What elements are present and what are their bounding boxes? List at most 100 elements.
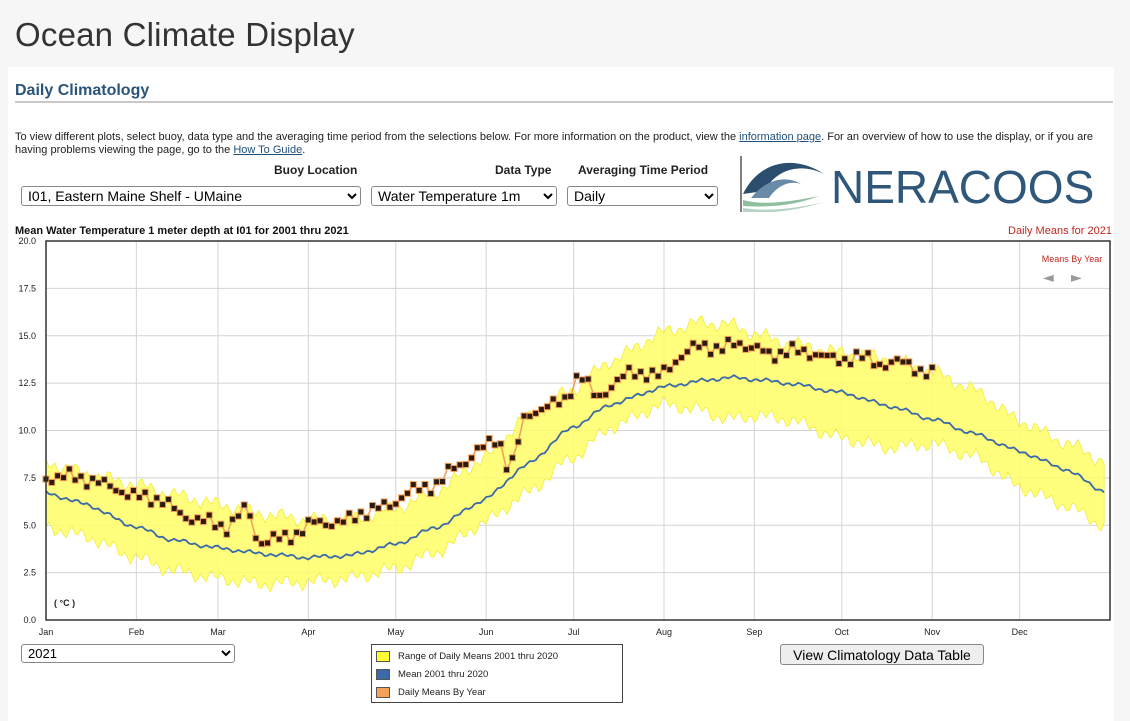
intro-text: To view different plots, select buoy, da…: [15, 131, 1115, 157]
y-tick-label: 0.0: [23, 615, 36, 625]
month-tick-label: Mar: [210, 627, 226, 637]
neracoos-logo: NERACOOS: [740, 156, 1094, 212]
yearly-marker: [654, 372, 662, 380]
section-title: Daily Climatology: [15, 82, 150, 99]
yearly-marker: [677, 354, 685, 362]
yearly-marker: [899, 358, 907, 366]
yearly-marker: [94, 479, 102, 487]
yearly-marker: [712, 342, 720, 350]
year-select[interactable]: 2021: [21, 644, 235, 663]
data-type-label: Data Type: [495, 163, 552, 177]
averaging-period-label: Averaging Time Period: [578, 163, 709, 177]
mean-line: [45, 374, 1105, 561]
yearly-marker: [683, 348, 691, 356]
yearly-marker: [893, 355, 901, 363]
yearly-marker: [188, 518, 196, 526]
yearly-marker: [497, 440, 505, 448]
wave-logo-icon: [740, 156, 824, 212]
view-data-table-button[interactable]: View Climatology Data Table: [780, 644, 984, 665]
buoy-location-select[interactable]: I01, Eastern Maine Shelf - UMaine: [21, 186, 361, 206]
legend-swatch-yearly: [376, 686, 390, 698]
yearly-marker: [742, 345, 750, 353]
intro-text-part2: . For an overview of how to use the disp…: [15, 131, 1093, 156]
yearly-marker: [48, 478, 56, 486]
yearly-marker: [876, 360, 884, 368]
yearly-marker: [386, 503, 394, 511]
yearly-marker: [234, 512, 242, 520]
yearly-marker: [269, 530, 277, 538]
yearly-marker: [240, 501, 248, 509]
yearly-marker: [718, 347, 726, 355]
yearly-marker: [118, 489, 126, 497]
yearly-marker: [578, 376, 586, 384]
yearly-marker: [357, 508, 365, 516]
yearly-marker: [293, 528, 301, 536]
yearly-marker: [608, 384, 616, 392]
legend-label-yearly: Daily Means By Year: [398, 686, 486, 698]
next-year-arrow-icon[interactable]: ►: [1071, 270, 1082, 286]
yearly-marker: [129, 486, 137, 494]
yearly-marker: [83, 483, 91, 491]
yearly-marker: [882, 364, 890, 372]
yearly-marker: [747, 344, 755, 352]
yearly-marker: [514, 438, 522, 446]
yearly-marker: [141, 488, 149, 496]
page-title: Ocean Climate Display: [15, 16, 355, 53]
yearly-marker: [217, 520, 225, 528]
yearly-marker: [724, 335, 732, 343]
month-tick-label: Jun: [479, 627, 494, 637]
y-tick-label: 5.0: [23, 520, 36, 530]
yearly-marker: [182, 515, 190, 523]
yearly-marker: [299, 530, 307, 538]
yearly-marker: [380, 498, 388, 506]
legend-label-mean: Mean 2001 thru 2020: [398, 668, 489, 680]
yearly-marker: [433, 478, 441, 486]
data-type-select[interactable]: Water Temperature 1m: [371, 186, 557, 206]
y-tick-label: 2.5: [23, 568, 36, 578]
y-tick-label: 17.5: [18, 283, 36, 293]
yearly-marker: [124, 493, 132, 501]
yearly-marker: [852, 348, 860, 356]
month-tick-label: Feb: [129, 627, 145, 637]
legend-swatch-mean: [376, 668, 390, 680]
yearly-marker: [584, 375, 592, 383]
yearly-marker: [648, 366, 656, 374]
yearly-marker: [415, 486, 423, 494]
yearly-marker: [258, 540, 266, 548]
yearly-marker: [316, 517, 324, 525]
information-page-link[interactable]: information page: [739, 131, 822, 143]
yearly-marker: [596, 391, 604, 399]
yearly-marker: [625, 364, 633, 372]
yearly-marker: [194, 514, 202, 522]
yearly-marker: [328, 522, 336, 530]
yearly-marker: [368, 502, 376, 510]
yearly-marker: [707, 350, 715, 358]
chart-right-title: Daily Means for 2021: [1008, 225, 1112, 237]
yearly-marker: [788, 340, 796, 348]
yearly-marker: [427, 490, 435, 498]
yearly-marker: [468, 454, 476, 462]
month-tick-label: Oct: [835, 627, 850, 637]
intro-text-part1: To view different plots, select buoy, da…: [15, 131, 740, 143]
prev-year-arrow-icon[interactable]: ◄: [1043, 270, 1054, 286]
yearly-marker: [54, 472, 62, 480]
yearly-marker: [928, 363, 936, 371]
yearly-marker: [322, 521, 330, 529]
yearly-marker: [159, 501, 167, 509]
yearly-marker: [660, 363, 668, 371]
yearly-marker: [771, 357, 779, 365]
yearly-marker: [462, 460, 470, 468]
month-tick-label: May: [387, 627, 405, 637]
averaging-period-select[interactable]: Daily: [567, 186, 718, 206]
buoy-location-label: Buoy Location: [274, 163, 358, 177]
yearly-marker: [619, 372, 627, 380]
yearly-marker: [164, 495, 172, 503]
yearly-marker: [782, 351, 790, 359]
means-by-year-label: Means By Year: [1042, 254, 1103, 264]
how-to-guide-link[interactable]: How To Guide: [233, 144, 303, 156]
yearly-marker: [695, 343, 703, 351]
yearly-marker: [112, 487, 120, 495]
yearly-marker: [473, 444, 481, 452]
yearly-marker: [532, 409, 540, 417]
yearly-marker: [153, 494, 161, 502]
